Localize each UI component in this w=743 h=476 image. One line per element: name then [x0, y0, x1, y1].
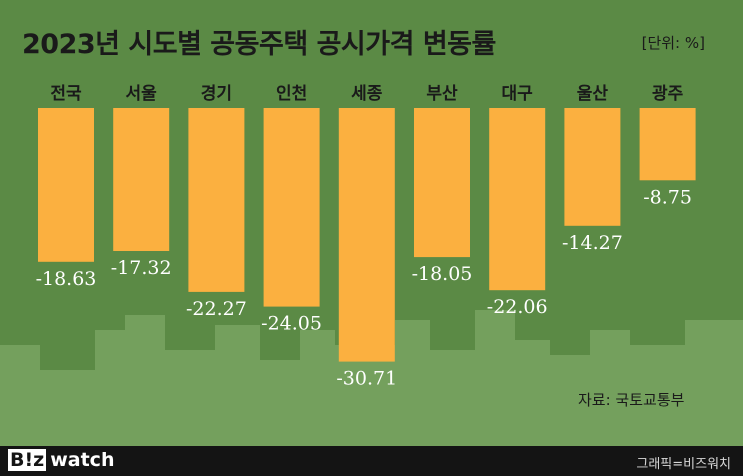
- category-label-6: 대구: [502, 84, 534, 104]
- value-label-5: -18.05: [412, 263, 473, 285]
- footer-bar: B!z watch 그래픽=비즈워치: [0, 446, 743, 476]
- category-label-layer: 전국 서울 경기 인천 세종 부산 대구 울산 광주: [50, 84, 683, 104]
- bar-1: [113, 108, 170, 251]
- logo-box: B!z: [8, 449, 47, 471]
- value-label-4: -30.71: [336, 368, 397, 390]
- category-label-4: 세종: [351, 84, 383, 104]
- category-label-3: 인천: [276, 84, 307, 104]
- graphic-credit: 그래픽=비즈워치: [636, 457, 731, 472]
- logo-text: watch: [50, 449, 115, 471]
- bar-8: [639, 108, 696, 181]
- bar-2: [188, 108, 245, 292]
- value-label-6: -22.06: [487, 296, 548, 318]
- value-label-0: -18.63: [36, 268, 97, 290]
- bizwatch-logo: B!z watch: [8, 449, 114, 471]
- bar-6: [489, 108, 546, 291]
- source-label: 자료: 국토교통부: [578, 391, 685, 409]
- bar-layer: [38, 108, 696, 362]
- category-label-5: 부산: [426, 84, 458, 104]
- category-label-0: 전국: [50, 84, 82, 104]
- value-label-3: -24.05: [261, 313, 322, 335]
- value-label-2: -22.27: [186, 298, 247, 320]
- bar-3: [263, 108, 320, 307]
- bar-4: [338, 108, 395, 362]
- category-label-1: 서울: [126, 84, 158, 104]
- category-label-7: 울산: [577, 84, 609, 104]
- value-label-8: -8.75: [643, 186, 692, 208]
- value-label-1: -17.32: [111, 257, 172, 279]
- unit-label: [단위: %]: [641, 34, 705, 52]
- bar-0: [38, 108, 94, 262]
- category-label-2: 경기: [201, 84, 232, 104]
- bar-7: [564, 108, 621, 226]
- category-label-8: 광주: [652, 84, 684, 104]
- value-label-7: -14.27: [562, 232, 623, 254]
- chart-title: 2023년 시도별 공동주택 공시가격 변동률: [22, 29, 496, 60]
- bar-5: [414, 108, 470, 258]
- value-label-layer: -18.63 -17.32 -22.27 -24.05 -30.71 -18.05 -22.…: [36, 186, 692, 389]
- skyline-decoration: [0, 310, 743, 446]
